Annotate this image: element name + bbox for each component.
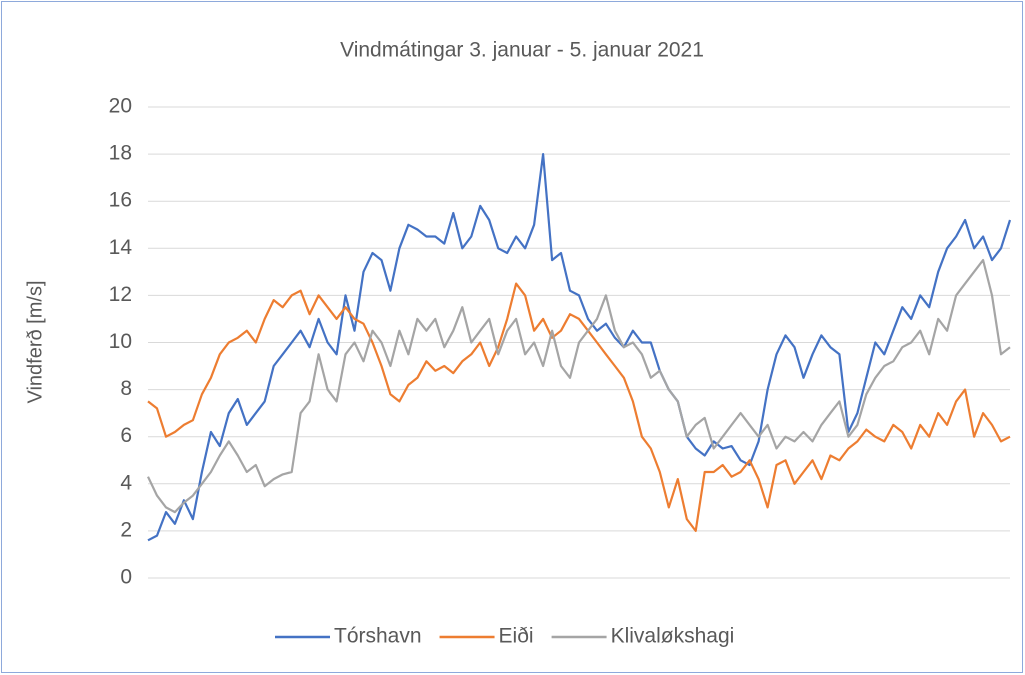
y-tick-label: 4 bbox=[120, 471, 132, 494]
y-tick-label: 10 bbox=[109, 330, 132, 353]
y-tick-label: 16 bbox=[109, 189, 132, 212]
series-line bbox=[147, 259, 1011, 514]
y-axis-label: Vindferð [m/s] bbox=[24, 280, 46, 403]
series-line bbox=[147, 282, 1011, 532]
y-tick-label: 6 bbox=[120, 424, 132, 447]
chart-title: Vindmátingar 3. januar - 5. januar 2021 bbox=[340, 39, 704, 62]
legend-label: Klivaløkshagi bbox=[611, 625, 735, 648]
y-tick-label: 18 bbox=[109, 142, 132, 165]
y-tick-label: 8 bbox=[120, 377, 132, 400]
legend-label: Eiði bbox=[499, 625, 534, 648]
y-tick-label: 12 bbox=[109, 283, 132, 306]
y-tick-label: 2 bbox=[120, 518, 132, 541]
y-tick-label: 14 bbox=[109, 236, 133, 259]
legend-label: Tórshavn bbox=[334, 625, 422, 648]
y-tick-label: 20 bbox=[109, 95, 132, 118]
y-tick-label: 0 bbox=[120, 566, 132, 589]
series-line bbox=[147, 153, 1012, 542]
